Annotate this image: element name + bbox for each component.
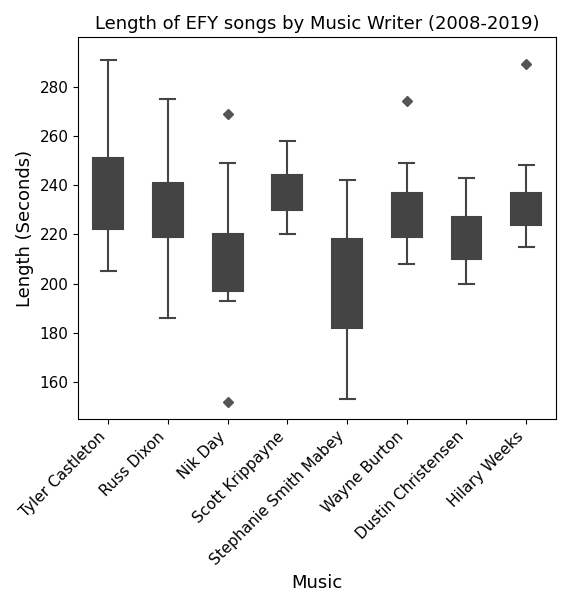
PathPatch shape	[153, 183, 183, 237]
X-axis label: Music: Music	[292, 574, 343, 592]
Y-axis label: Length (Seconds): Length (Seconds)	[16, 150, 34, 307]
PathPatch shape	[332, 239, 362, 328]
PathPatch shape	[452, 217, 481, 259]
PathPatch shape	[511, 192, 541, 225]
PathPatch shape	[392, 192, 421, 237]
Title: Length of EFY songs by Music Writer (2008-2019): Length of EFY songs by Music Writer (200…	[95, 15, 540, 33]
PathPatch shape	[213, 234, 243, 291]
PathPatch shape	[93, 158, 123, 229]
PathPatch shape	[272, 175, 302, 210]
